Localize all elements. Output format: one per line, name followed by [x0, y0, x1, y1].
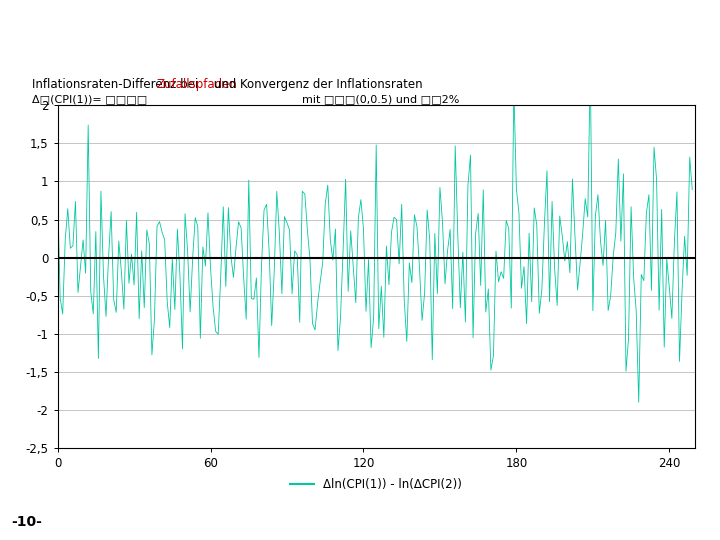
Text: 2. Konvergenz der Preisniveaus ?: 2. Konvergenz der Preisniveaus ? — [148, 21, 572, 44]
Text: -10-: -10- — [11, 515, 42, 529]
Text: Δ□(CPI(1))= □□□□: Δ□(CPI(1))= □□□□ — [32, 94, 148, 104]
Legend: Δln(CPI(1)) - ln(ΔCPI(2)): Δln(CPI(1)) - ln(ΔCPI(2)) — [286, 473, 467, 495]
Text: mit □□□(0,0.5) und □□2%: mit □□□(0,0.5) und □□2% — [302, 94, 460, 104]
Text: und Konvergenz der Inflationsraten: und Konvergenz der Inflationsraten — [210, 78, 423, 91]
Text: Inflationsraten-Differenz bei: Inflationsraten-Differenz bei — [32, 78, 202, 91]
Text: Zufallspfaden: Zufallspfaden — [156, 78, 238, 91]
